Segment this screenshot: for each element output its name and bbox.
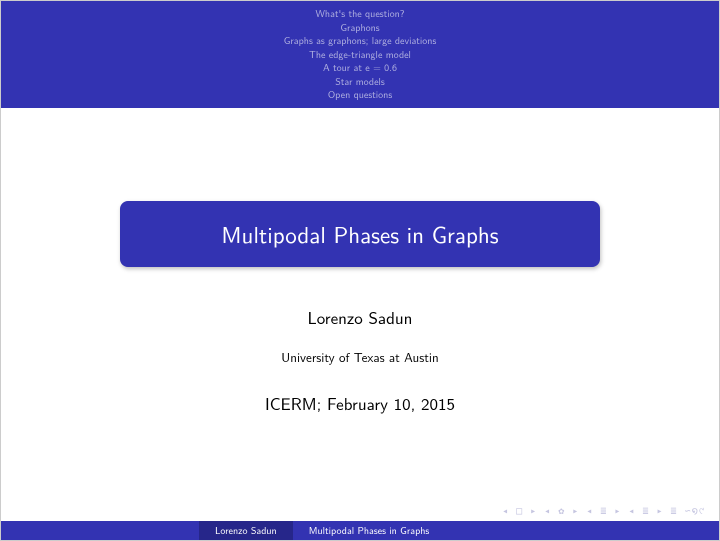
outline-item[interactable]: A tour at e = 0.6 [1,61,719,75]
outline-item[interactable]: Graphons [1,21,719,35]
venue-date: ICERM; February 10, 2015 [1,391,719,416]
footer: Lorenzo Sadun Multipodal Phases in Graph… [1,521,719,540]
author-name: Lorenzo Sadun [1,305,719,330]
slide-content: Multipodal Phases in Graphs Lorenzo Sadu… [1,106,719,416]
footer-author: Lorenzo Sadun [199,521,293,540]
nav-symbols[interactable]: ◂ □ ▸ ◂ ✿ ▸ ◂ ≣ ▸ ◂ ≣ ▸ ≣ ∽໑୯ [502,506,705,517]
outline-item[interactable]: Open questions [1,88,719,102]
header-outline: What's the question? Graphons Graphs as … [1,1,719,108]
outline-item[interactable]: The edge-triangle model [1,48,719,62]
slide-title: Multipodal Phases in Graphs [120,201,600,267]
outline-item[interactable]: What's the question? [1,7,719,21]
affiliation: University of Texas at Austin [1,348,719,367]
footer-title: Multipodal Phases in Graphs [293,521,446,540]
outline-item[interactable]: Graphs as graphons; large deviations [1,34,719,48]
outline-item[interactable]: Star models [1,75,719,89]
